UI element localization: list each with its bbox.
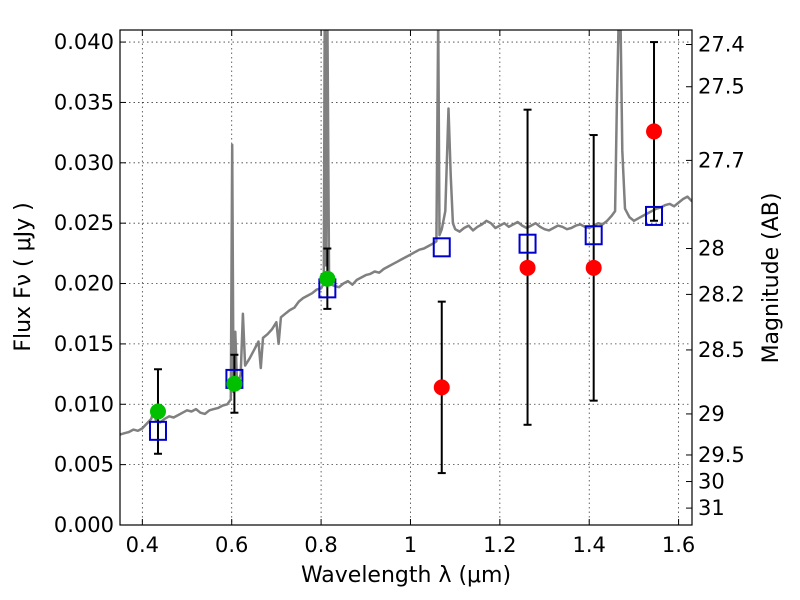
y-tick-label: 0.025 bbox=[54, 211, 114, 235]
model-square-point bbox=[518, 233, 537, 254]
spectrum-line bbox=[120, 30, 692, 436]
x-tick-label: 1.6 bbox=[662, 533, 695, 557]
x-axis-label: Wavelength λ (μm) bbox=[301, 563, 511, 588]
upper-limit-point bbox=[585, 259, 602, 276]
spectrum-layer bbox=[120, 30, 692, 436]
x-tick-label: 0.4 bbox=[126, 533, 159, 557]
y-axis-label: Flux Fν ( μJy ) bbox=[11, 202, 36, 351]
y-axis-right-label: Magnitude (AB) bbox=[759, 193, 784, 364]
y-right-tick-label: 29 bbox=[698, 402, 725, 426]
marker-layer bbox=[148, 123, 664, 441]
y-tick-label: 0.005 bbox=[54, 453, 114, 477]
y-tick-label: 0.030 bbox=[54, 151, 114, 175]
y-tick-label: 0.020 bbox=[54, 272, 114, 296]
y-tick-label: 0.040 bbox=[54, 30, 114, 54]
x-tick-label: 0.8 bbox=[304, 533, 337, 557]
y-right-tick-label: 29.5 bbox=[698, 443, 745, 467]
y-tick-label: 0.010 bbox=[54, 392, 114, 416]
x-tick-label: 1 bbox=[404, 533, 417, 557]
y-right-tick-label: 28.5 bbox=[698, 338, 745, 362]
model-square-point bbox=[584, 225, 603, 246]
upper-limit-point bbox=[519, 259, 536, 276]
y-tick-label: 0.000 bbox=[54, 513, 114, 537]
detection-point bbox=[319, 270, 336, 287]
model-square-point bbox=[645, 205, 664, 226]
tick-layer: 0.4 0.6 0.8 1 1.2 1.4 1.6 0.000 0.005 0.010 0.015 0… bbox=[54, 30, 745, 557]
upper-limit-point bbox=[646, 123, 663, 140]
y-right-tick-label: 28 bbox=[698, 237, 725, 261]
y-right-tick-label: 27.4 bbox=[698, 32, 745, 56]
y-right-tick-label: 27.7 bbox=[698, 148, 745, 172]
detection-point bbox=[149, 403, 166, 420]
y-right-tick-label: 31 bbox=[698, 496, 725, 520]
model-square-point bbox=[432, 237, 451, 258]
y-tick-label: 0.035 bbox=[54, 90, 114, 114]
y-tick-label: 0.015 bbox=[54, 332, 114, 356]
y-right-tick-label: 30 bbox=[698, 470, 725, 494]
model-square-point bbox=[148, 420, 167, 441]
grid bbox=[120, 30, 692, 526]
upper-limit-point bbox=[433, 379, 450, 396]
x-tick-label: 1.4 bbox=[573, 533, 606, 557]
y-right-tick-label: 27.5 bbox=[698, 75, 745, 99]
plot-frame bbox=[119, 29, 693, 526]
x-tick-label: 0.6 bbox=[215, 533, 248, 557]
y-right-tick-label: 28.2 bbox=[698, 282, 745, 306]
detection-point bbox=[226, 375, 243, 392]
x-tick-label: 1.2 bbox=[483, 533, 516, 557]
